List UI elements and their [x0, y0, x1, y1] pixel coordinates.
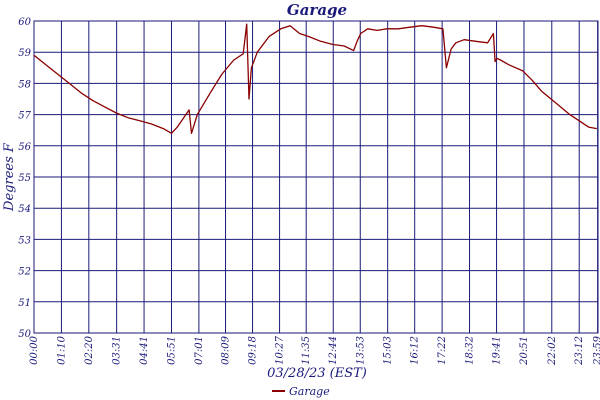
x-tick-label: 18:32	[465, 336, 476, 365]
x-tick-label: 16:12	[410, 336, 421, 365]
x-tick-label: 04:41	[139, 336, 150, 365]
x-tick-label: 05:51	[166, 336, 177, 365]
x-axis-label: 03/28/23 (EST)	[267, 366, 367, 381]
x-tick-label: 22:02	[547, 336, 558, 366]
x-tick-label: 11:35	[301, 336, 312, 365]
y-tick-label: 59	[18, 48, 31, 59]
y-tick-label: 54	[18, 204, 31, 215]
x-tick-label: 17:22	[437, 336, 448, 365]
y-tick-label: 53	[18, 235, 31, 246]
x-tick-label: 13:53	[355, 336, 366, 365]
y-axis-label: Degrees F	[2, 142, 17, 212]
x-axis-ticks: 00:00 01:10 02:20 03:31 04:41 05:51 07:01 08:09…	[29, 335, 600, 365]
x-tick-label: 08:09	[221, 335, 232, 364]
x-tick-label: 10:27	[275, 335, 286, 364]
y-tick-label: 50	[18, 329, 31, 340]
x-tick-label: 23:59	[593, 335, 600, 365]
x-tick-label: 23:12	[574, 336, 585, 366]
legend-label: Garage	[289, 385, 330, 398]
x-tick-label: 20:51	[519, 336, 530, 366]
y-tick-label: 55	[18, 173, 31, 184]
chart-title: Garage	[287, 1, 347, 19]
series-layer	[33, 23, 597, 134]
legend: Garage	[272, 385, 330, 398]
x-tick-label: 09:18	[248, 336, 259, 365]
y-tick-label: 57	[18, 111, 31, 122]
x-tick-label: 03:31	[112, 336, 123, 365]
series-line-garage	[33, 23, 597, 134]
x-tick-label: 19:41	[492, 336, 503, 365]
x-tick-label: 01:10	[56, 335, 67, 364]
grid	[33, 20, 599, 334]
y-tick-label: 51	[18, 298, 31, 309]
x-tick-label: 12:44	[328, 336, 339, 365]
x-tick-label: 07:01	[194, 336, 205, 365]
x-tick-label: 02:20	[84, 335, 95, 364]
y-tick-label: 56	[18, 142, 31, 153]
y-tick-label: 60	[18, 17, 31, 28]
x-tick-label: 15:03	[383, 336, 394, 365]
x-tick-label: 00:00	[29, 335, 40, 364]
y-axis-ticks: 50 51 52 53 54 55 56 57 58 59 60	[18, 17, 31, 340]
y-tick-label: 58	[18, 79, 31, 90]
y-tick-label: 52	[18, 267, 31, 278]
